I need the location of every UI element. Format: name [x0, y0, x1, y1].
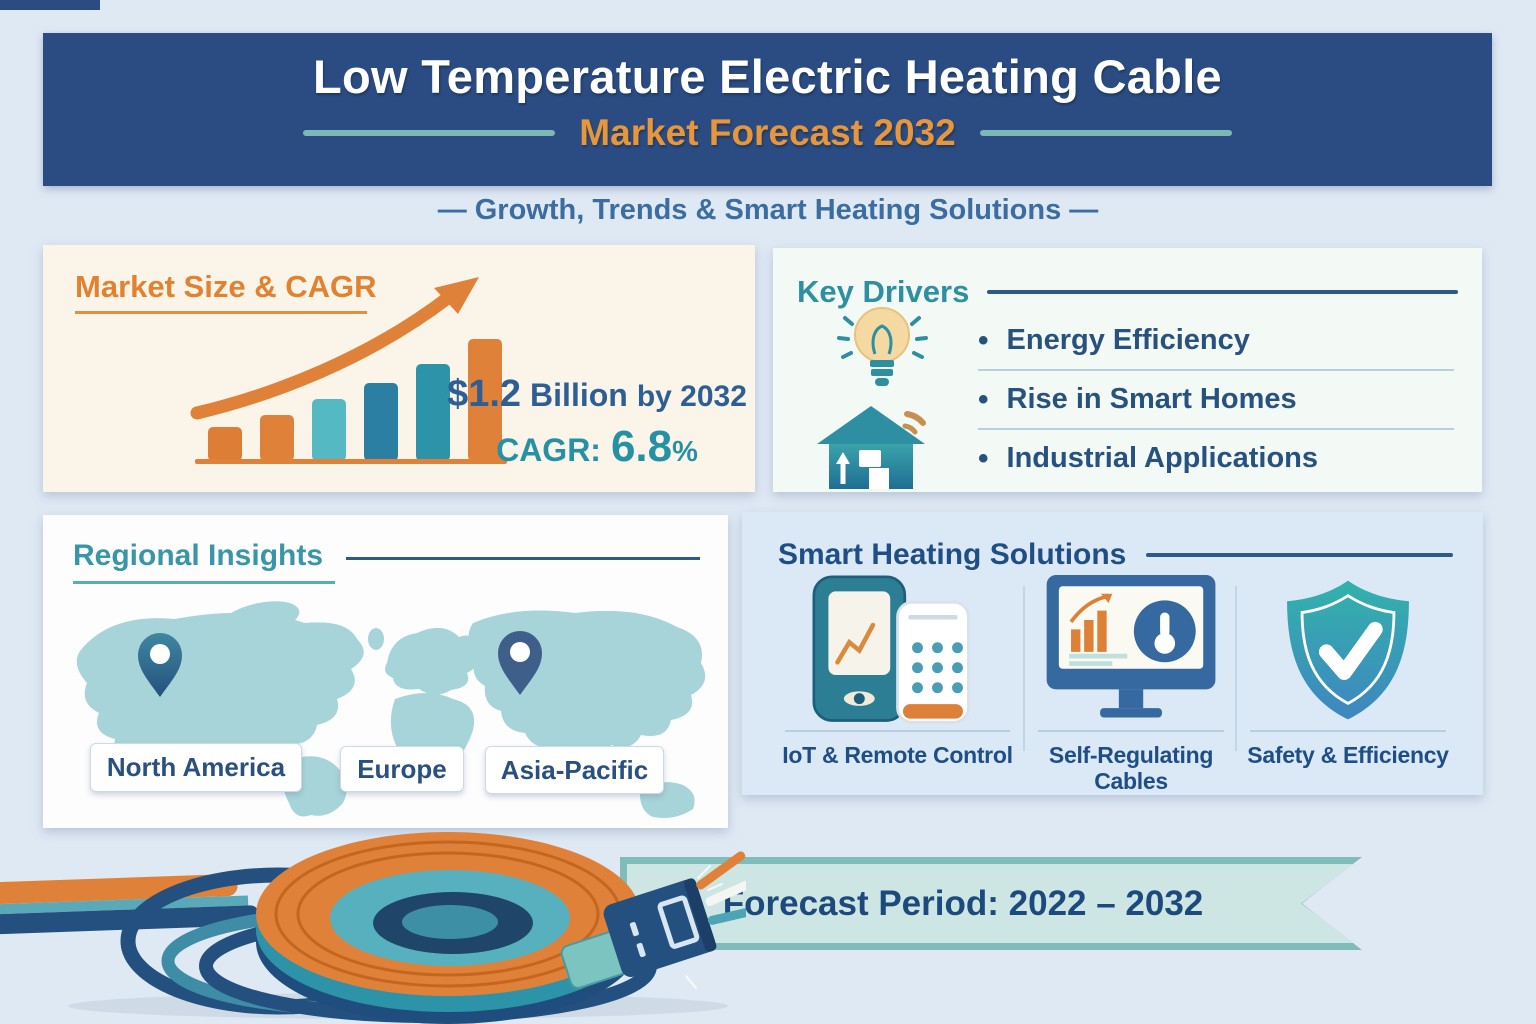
shield-check-icon [1287, 580, 1409, 720]
region-chip-asia-pacific: Asia-Pacific [485, 746, 664, 794]
column-divider [785, 730, 1010, 732]
cagr-line: CAGR: 6.8% [441, 422, 753, 472]
solution-label: Safety & Efficiency [1247, 742, 1449, 768]
heating-cable-illustration [0, 832, 746, 1024]
page-title: Low Temperature Electric Heating Cable [313, 50, 1222, 103]
vertical-divider [1235, 586, 1237, 751]
icon-box [1277, 574, 1419, 726]
regional-title: Regional Insights [73, 539, 324, 572]
solution-label: IoT & Remote Control [782, 742, 1013, 768]
driver-item: • Rise in Smart Homes [978, 371, 1454, 430]
regional-title-underline [73, 581, 335, 584]
header-right-line [979, 130, 1232, 136]
solution-self-regulating: Self-Regulating Cables [1025, 574, 1237, 795]
chart-bar [260, 415, 294, 461]
monitor-thermostat-icon [1046, 575, 1215, 718]
chart-bar [312, 399, 346, 461]
region-chip-europe: Europe [340, 746, 464, 792]
growth-bar-chart [190, 277, 507, 464]
chart-bars [208, 339, 502, 461]
smart-home-icon [817, 406, 926, 489]
solutions-grid: IoT & Remote Control [770, 574, 1459, 794]
driver-label: Rise in Smart Homes [1006, 383, 1297, 415]
market-value: $1.2 [447, 373, 522, 415]
map-pin-asia-pacific [498, 631, 542, 695]
solutions-title-line [1146, 553, 1453, 557]
key-drivers-title-line [987, 290, 1458, 294]
lightbulb-icon [837, 307, 928, 386]
key-drivers-list: • Energy Efficiency • Rise in Smart Home… [978, 312, 1454, 487]
chart-bar [364, 383, 398, 461]
header-banner: Low Temperature Electric Heating Cable M… [43, 33, 1492, 186]
tagline: — Growth, Trends & Smart Heating Solutio… [437, 194, 1099, 226]
region-label: Europe [357, 753, 447, 784]
solutions-title: Smart Heating Solutions [778, 538, 1127, 571]
chart-bar [416, 364, 450, 461]
key-drivers-title-row: Key Drivers [797, 274, 1458, 310]
cable-connector [560, 851, 746, 989]
smart-heating-card: Smart Heating Solutions [742, 512, 1483, 795]
market-size-card: Market Size & CAGR $1.2 Billion by 2032 CA… [43, 245, 755, 492]
forecast-ribbon-inner: Forecast Period: 2022 – 2032 [627, 864, 1355, 943]
solutions-title-row: Smart Heating Solutions [778, 538, 1453, 572]
icon-box [805, 574, 990, 726]
driver-item: • Industrial Applications [978, 430, 1454, 487]
forecast-subtitle: Market Forecast 2032 [579, 112, 956, 153]
map-pin-north-america [138, 633, 182, 697]
trend-arrow-head [434, 277, 479, 314]
solution-safety: Safety & Efficiency [1237, 574, 1459, 795]
forecast-row: Market Forecast 2032 [43, 112, 1492, 154]
market-value-line: $1.2 Billion by 2032 [441, 373, 753, 416]
forecast-period-text: Forecast Period: 2022 – 2032 [722, 883, 1204, 923]
driver-label: Industrial Applications [1006, 442, 1319, 474]
driver-label: Energy Efficiency [1006, 324, 1250, 356]
market-value-unit: Billion [530, 377, 628, 413]
smartphone-remote-icon [812, 575, 970, 724]
bullet-icon: • [978, 441, 989, 475]
bullet-icon: • [978, 382, 989, 416]
region-label: Asia-Pacific [500, 754, 649, 785]
market-size-title: Market Size & CAGR [75, 269, 377, 304]
vertical-divider [1023, 586, 1025, 751]
market-value-year: by 2032 [636, 380, 747, 413]
forecast-ribbon: Forecast Period: 2022 – 2032 [620, 857, 1362, 950]
trend-arrow-curve [190, 290, 456, 420]
region-label: North America [106, 752, 286, 782]
chart-bar [208, 427, 242, 461]
solution-iot: IoT & Remote Control [770, 574, 1025, 795]
icon-box [1044, 574, 1219, 726]
cagr-value: 6.8 [610, 422, 673, 471]
market-value-block: $1.2 Billion by 2032 CAGR: 6.8% [441, 373, 753, 472]
corner-decor [0, 0, 100, 10]
driver-item: • Energy Efficiency [978, 312, 1454, 371]
header-left-line [303, 130, 556, 136]
cagr-percent-sign: % [672, 436, 698, 468]
bullet-icon: • [978, 323, 989, 357]
column-divider [1037, 730, 1225, 732]
regional-insights-card: Regional Insights [43, 515, 728, 828]
regional-title-line [346, 557, 700, 560]
market-title-underline [75, 311, 367, 314]
chart-baseline [195, 459, 507, 464]
cagr-label: CAGR: [496, 432, 601, 468]
solution-label: Self-Regulating Cables [1048, 742, 1214, 795]
key-drivers-title: Key Drivers [797, 274, 970, 309]
cable-coil [256, 832, 640, 1024]
region-chip-north-america: North America [90, 743, 302, 792]
column-divider [1250, 730, 1446, 732]
key-drivers-card: Key Drivers [773, 248, 1482, 492]
chart-bar [468, 339, 502, 461]
